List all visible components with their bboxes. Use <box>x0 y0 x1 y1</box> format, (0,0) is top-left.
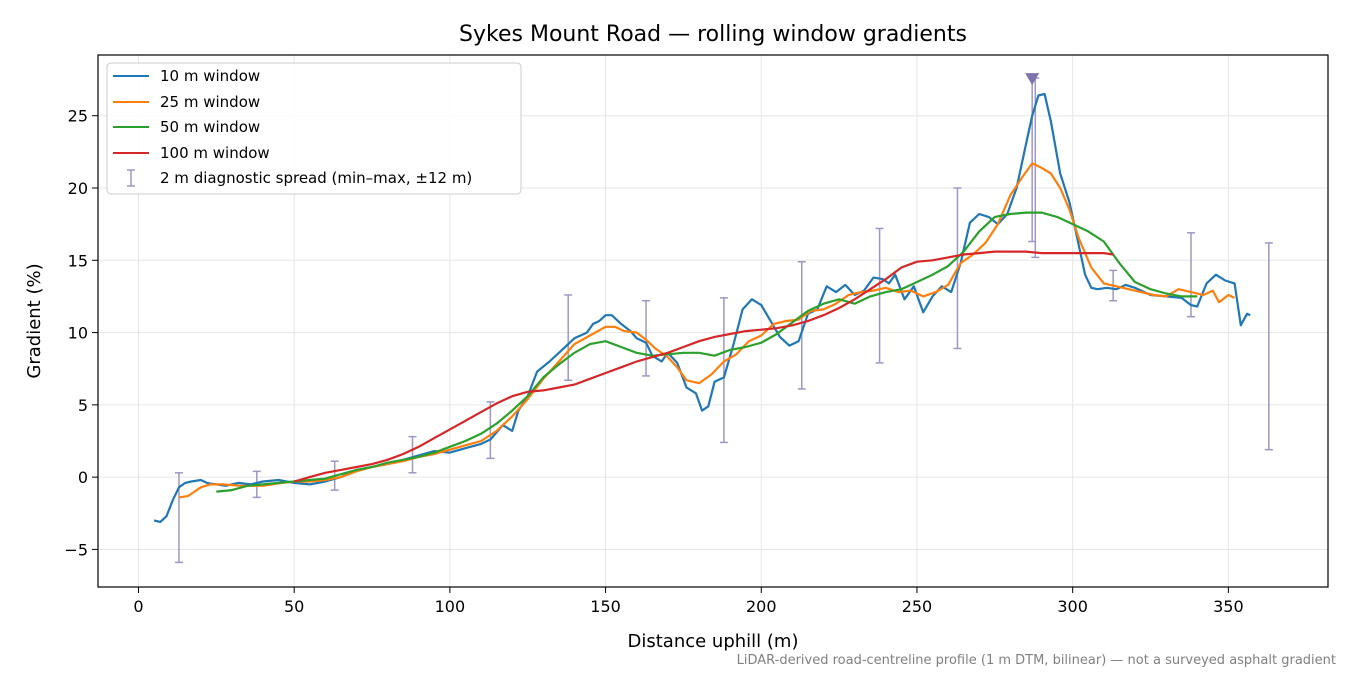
legend-label-10m: 10 m window <box>160 67 260 85</box>
x-axis-label: Distance uphill (m) <box>628 631 799 652</box>
error-bar <box>875 227 884 364</box>
legend: 10 m window 25 m window 50 m window 100 … <box>106 62 522 195</box>
legend-box <box>106 62 522 195</box>
y-tick-label: 25 <box>68 107 88 126</box>
legend-label-error-bars: 2 m diagnostic spread (min–max, ±12 m) <box>160 169 472 187</box>
legend-label-100m: 100 m window <box>160 144 270 162</box>
y-tick-label: 20 <box>68 179 88 198</box>
series-line-100-m-window <box>293 250 1114 483</box>
error-bar <box>797 260 806 390</box>
chart-title: Sykes Mount Road — rolling window gradie… <box>459 22 967 47</box>
error-bar <box>642 300 651 377</box>
series-line-50-m-window <box>216 211 1198 493</box>
error-bar <box>486 401 495 460</box>
plot-frame <box>97 54 1329 588</box>
y-tick-label: 0 <box>78 468 88 487</box>
peak-marker-layer <box>1025 73 1040 86</box>
legend-label-25m: 25 m window <box>160 93 260 111</box>
error-bar <box>1186 232 1195 318</box>
x-tick-label: 100 <box>435 597 466 616</box>
error-bar <box>719 297 728 444</box>
x-tick-label: 300 <box>1057 597 1088 616</box>
y-tick-label: −5 <box>64 540 88 559</box>
error-bar <box>1264 242 1273 451</box>
x-tick-label: 250 <box>902 597 933 616</box>
y-tick-label: 15 <box>68 251 88 270</box>
peak-marker-icon <box>1025 73 1040 86</box>
y-axis-ticks: −5 0 5 10 15 20 25 <box>64 107 98 559</box>
error-bar <box>564 294 573 382</box>
legend-label-50m: 50 m window <box>160 118 260 136</box>
y-axis-label: Gradient (%) <box>24 263 45 378</box>
x-axis-ticks: 0 50 100 150 200 250 300 350 <box>133 587 1244 616</box>
y-tick-label: 10 <box>68 324 88 343</box>
footnote: LiDAR-derived road-centreline profile (1… <box>737 653 1336 668</box>
x-tick-label: 0 <box>133 597 143 616</box>
y-tick-label: 5 <box>78 396 88 415</box>
series-lines <box>153 92 1251 524</box>
x-tick-label: 150 <box>590 597 621 616</box>
legend-swatch-error-bar <box>127 169 135 187</box>
error-bar <box>408 435 417 474</box>
x-tick-label: 200 <box>746 597 777 616</box>
x-tick-label: 50 <box>284 597 304 616</box>
x-tick-label: 350 <box>1213 597 1244 616</box>
